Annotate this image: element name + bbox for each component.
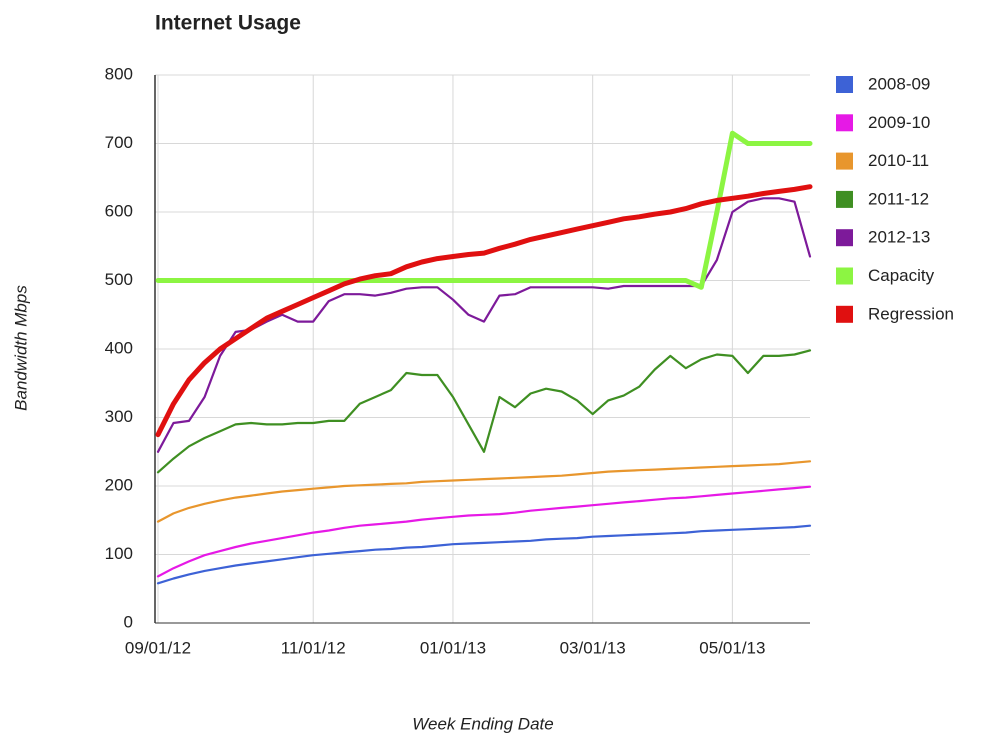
- series-line: [155, 130, 813, 290]
- x-tick-label: 11/01/12: [281, 638, 346, 657]
- legend-label: 2012-13: [868, 228, 930, 247]
- y-tick-label: 500: [105, 270, 133, 289]
- legend-label: 2011-12: [868, 189, 929, 208]
- legend-swatch: [836, 267, 853, 285]
- x-tick-label: 03/01/13: [560, 638, 626, 657]
- series-line: [156, 460, 812, 523]
- legend-swatch: [836, 229, 853, 247]
- legend-label: 2009-10: [868, 113, 930, 132]
- y-axis-label: Bandwidth Mbps: [11, 285, 30, 411]
- y-tick-label: 800: [105, 64, 133, 83]
- series-line: [156, 485, 812, 578]
- chart-title: Internet Usage: [155, 12, 301, 35]
- legend-swatch: [836, 76, 853, 93]
- y-tick-label: 200: [105, 475, 133, 494]
- x-tick-label: 01/01/13: [420, 638, 486, 657]
- legend-label: 2008-09: [868, 74, 930, 93]
- y-tick-label: 0: [124, 612, 133, 631]
- legend-swatch: [836, 114, 853, 132]
- y-tick-label: 400: [105, 338, 133, 357]
- legend-swatch: [836, 305, 853, 323]
- x-axis-label: Week Ending Date: [412, 714, 553, 733]
- legend-label: Regression: [868, 304, 954, 323]
- x-tick-label: 05/01/13: [699, 638, 765, 657]
- y-tick-label: 100: [105, 544, 133, 563]
- legend-label: 2010-11: [868, 151, 929, 170]
- x-tick-label: 09/01/12: [125, 638, 191, 657]
- series-line: [155, 184, 813, 438]
- legend-swatch: [836, 190, 853, 208]
- legend-label: Capacity: [868, 266, 935, 285]
- series-line: [156, 349, 812, 474]
- series-line: [156, 524, 812, 585]
- y-tick-label: 600: [105, 201, 133, 220]
- legend-swatch: [836, 152, 853, 170]
- y-tick-label: 300: [105, 407, 133, 426]
- y-tick-label: 700: [105, 133, 133, 152]
